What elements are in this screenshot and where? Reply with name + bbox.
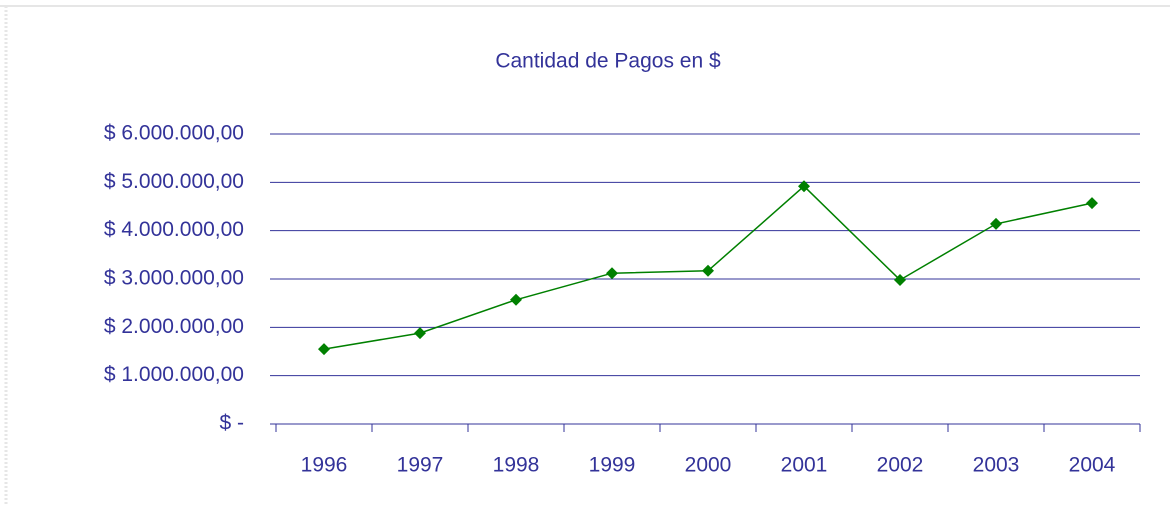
marker <box>414 327 426 340</box>
x-tick-label: 1996 <box>301 454 348 477</box>
y-tick-label: $ 2.000.000,00 <box>104 315 244 338</box>
marker <box>894 273 906 286</box>
marker <box>510 293 522 306</box>
x-tick-label: 2001 <box>781 454 828 477</box>
marker <box>1086 197 1098 210</box>
y-tick-label: $ 4.000.000,00 <box>104 218 244 241</box>
y-tick-label: $ 6.000.000,00 <box>104 122 244 145</box>
x-tick-label: 1997 <box>397 454 444 477</box>
x-tick-label: 1998 <box>493 454 540 477</box>
x-tick-label: 1999 <box>589 454 636 477</box>
marker <box>702 264 714 277</box>
y-tick-label: $ 5.000.000,00 <box>104 170 244 193</box>
marker <box>990 217 1002 230</box>
y-tick-label: $ - <box>219 412 244 435</box>
marker <box>798 180 810 193</box>
chart-title: Cantidad de Pagos en $ <box>495 50 721 73</box>
x-tick-label: 2002 <box>877 454 924 477</box>
marker <box>318 343 330 356</box>
x-tick-label: 2003 <box>973 454 1020 477</box>
marker <box>606 267 618 280</box>
x-tick-label: 2004 <box>1069 454 1116 477</box>
y-tick-label: $ 1.000.000,00 <box>104 363 244 386</box>
x-tick-label: 2000 <box>685 454 732 477</box>
y-tick-label: $ 3.000.000,00 <box>104 267 244 290</box>
